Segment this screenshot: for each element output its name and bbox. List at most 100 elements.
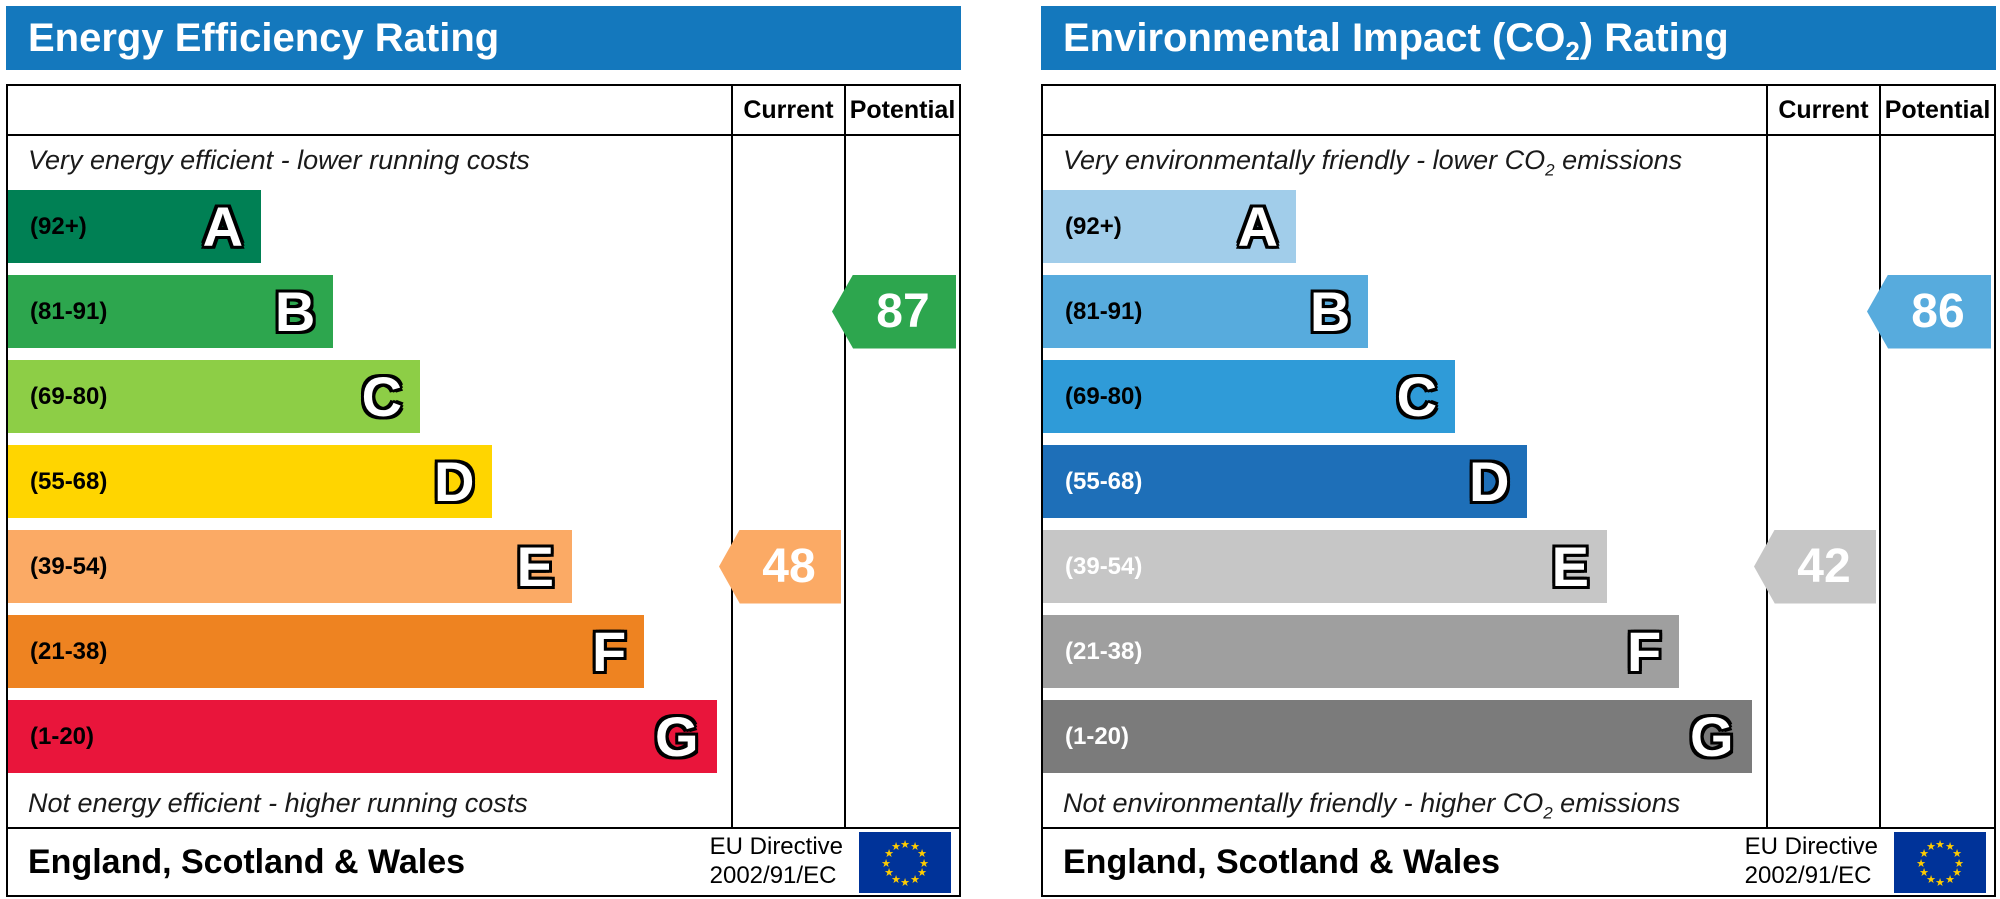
band-bar-c: (69-80) C: [1043, 360, 1456, 433]
svg-text:★: ★: [910, 874, 920, 886]
environmental-potential-column: 86: [1867, 136, 1994, 827]
band-letter: E: [1551, 534, 1589, 598]
environmental-rating-table: Current Potential Very environmentally f…: [1041, 84, 1996, 897]
band-letter: B: [1309, 279, 1351, 343]
energy-rating-table: Current Potential Very energy efficient …: [6, 84, 961, 897]
band-bar-f: (21-38) F: [1043, 615, 1680, 688]
svg-text:★: ★: [919, 858, 929, 870]
band-range-label: (39-54): [1065, 552, 1143, 580]
environmental-current-column: 42: [1754, 136, 1879, 827]
svg-text:★: ★: [1935, 839, 1945, 851]
environmental-title-bar: Environmental Impact (CO2) Rating: [1041, 6, 1996, 70]
band-row-d: (55-68) D: [1043, 439, 1766, 524]
header-spacer: [8, 86, 731, 134]
svg-text:★: ★: [1945, 874, 1955, 886]
energy-top-note: Very energy efficient - lower running co…: [28, 145, 530, 175]
energy-potential-value: 87: [876, 285, 930, 338]
band-range-label: (39-54): [30, 552, 108, 580]
band-row-g: (1-20) G: [8, 694, 731, 779]
band-row-e: (39-54) E: [1043, 524, 1766, 609]
energy-bottom-note: Not energy efficient - higher running co…: [28, 788, 528, 818]
band-range-label: (92+): [30, 212, 87, 240]
environmental-potential-value: 86: [1911, 285, 1965, 338]
band-bar-e: (39-54) E: [1043, 530, 1607, 603]
band-row-b: (81-91) B: [1043, 269, 1766, 354]
band-letter: B: [274, 279, 316, 343]
band-letter: G: [1689, 704, 1734, 768]
band-range-label: (55-68): [30, 467, 108, 495]
band-range-label: (1-20): [1065, 722, 1130, 750]
band-row-c: (69-80) C: [8, 354, 731, 439]
current-column-header: Current: [1766, 86, 1879, 134]
band-letter: D: [433, 449, 475, 513]
eu-directive-line2: 2002/91/EC: [1744, 862, 1872, 889]
band-bar-d: (55-68) D: [8, 445, 493, 518]
band-range-label: (21-38): [30, 637, 108, 665]
energy-title-bar: Energy Efficiency Rating: [6, 6, 961, 70]
region-label: England, Scotland & Wales: [1063, 842, 1501, 881]
band-row-a: (92+) A: [8, 184, 731, 269]
potential-column-header: Potential: [1879, 86, 1994, 134]
svg-text:★: ★: [1919, 848, 1929, 860]
svg-text:★: ★: [910, 841, 920, 853]
band-range-label: (69-80): [1065, 382, 1143, 410]
band-range-label: (69-80): [30, 382, 108, 410]
energy-header-row: Current Potential: [8, 86, 959, 136]
environmental-chart-body: Very environmentally friendly - lower CO…: [1043, 136, 1994, 827]
eu-directive-line1: EU Directive: [709, 833, 843, 861]
environmental-bands: (92+) A (81-91) B (69-80) C (55-68) D (39-54) E (2…: [1043, 184, 1766, 779]
svg-text:★: ★: [1935, 877, 1945, 889]
svg-text:★: ★: [1945, 841, 1955, 853]
environmental-top-note: Very environmentally friendly - lower CO…: [1063, 145, 1683, 180]
current-column-header: Current: [731, 86, 844, 134]
band-row-f: (21-38) F: [8, 609, 731, 694]
band-bar-d: (55-68) D: [1043, 445, 1528, 518]
svg-text:★: ★: [1954, 858, 1964, 870]
eu-directive-label: EU Directive 2002/91/EC: [710, 833, 843, 891]
environmental-bands-column: Very environmentally friendly - lower CO…: [1043, 136, 1766, 827]
eu-directive-label: EU Directive 2002/91/EC: [1745, 833, 1878, 891]
band-row-f: (21-38) F: [1043, 609, 1766, 694]
svg-text:★: ★: [917, 848, 927, 860]
band-row-d: (55-68) D: [8, 439, 731, 524]
svg-text:★: ★: [1952, 867, 1962, 879]
eu-directive-line1: EU Directive: [1744, 833, 1878, 861]
header-spacer: [1043, 86, 1766, 134]
band-range-label: (55-68): [1065, 467, 1143, 495]
band-letter: C: [361, 364, 403, 428]
band-bar-a: (92+) A: [1043, 190, 1297, 263]
band-range-label: (92+): [1065, 212, 1122, 240]
potential-column-header: Potential: [844, 86, 959, 134]
svg-text:★: ★: [1926, 874, 1936, 886]
svg-text:★: ★: [1926, 841, 1936, 853]
energy-chart-body: Very energy efficient - lower running co…: [8, 136, 959, 827]
band-bar-f: (21-38) F: [8, 615, 645, 688]
band-bar-e: (39-54) E: [8, 530, 572, 603]
energy-current-arrow: 48: [719, 529, 841, 604]
environmental-footer: England, Scotland & Wales EU Directive 2…: [1043, 827, 1994, 895]
svg-text:★: ★: [891, 874, 901, 886]
eu-directive-line2: 2002/91/EC: [709, 862, 837, 889]
band-row-b: (81-91) B: [8, 269, 731, 354]
band-letter: F: [1627, 619, 1662, 683]
svg-text:★: ★: [884, 867, 894, 879]
band-range-label: (81-91): [30, 297, 108, 325]
environmental-chart-title: Environmental Impact (CO2) Rating: [1063, 16, 1729, 66]
energy-current-column: 48: [719, 136, 844, 827]
band-letter: F: [592, 619, 627, 683]
band-row-e: (39-54) E: [8, 524, 731, 609]
band-letter: A: [1237, 194, 1279, 258]
energy-efficiency-chart: Energy Efficiency Rating Current Potenti…: [6, 6, 961, 897]
band-range-label: (21-38): [1065, 637, 1143, 665]
environmental-bottom-note: Not environmentally friendly - higher CO…: [1063, 788, 1681, 823]
band-range-label: (1-20): [30, 722, 95, 750]
svg-text:★: ★: [1952, 848, 1962, 860]
band-row-a: (92+) A: [1043, 184, 1766, 269]
band-bar-a: (92+) A: [8, 190, 262, 263]
band-row-g: (1-20) G: [1043, 694, 1766, 779]
band-bar-g: (1-20) G: [1043, 700, 1752, 773]
band-row-c: (69-80) C: [1043, 354, 1766, 439]
band-bar-b: (81-91) B: [1043, 275, 1369, 348]
environmental-impact-chart: Environmental Impact (CO2) Rating Curren…: [1041, 6, 1996, 897]
svg-text:★: ★: [881, 858, 891, 870]
